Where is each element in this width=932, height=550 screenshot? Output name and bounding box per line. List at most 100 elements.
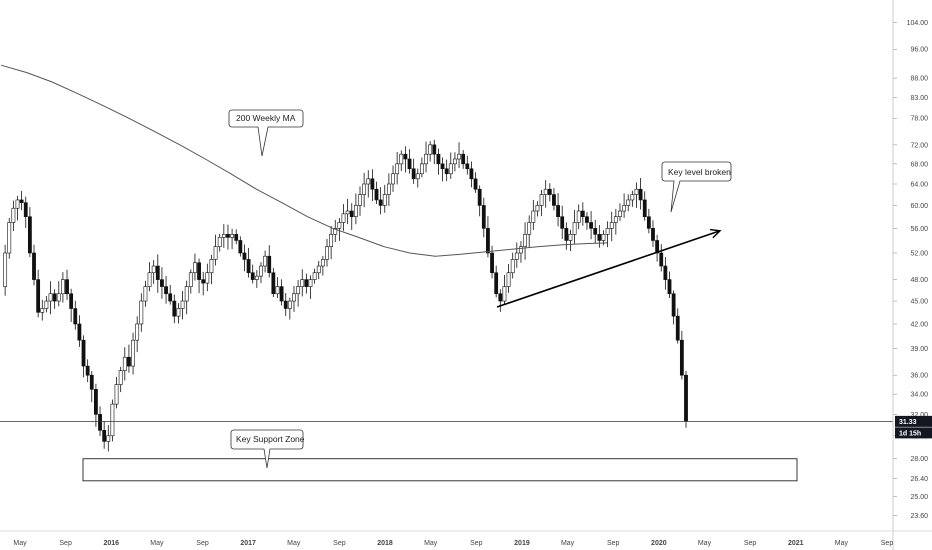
candle-body xyxy=(585,216,589,223)
candle xyxy=(593,219,598,244)
key-level-callout[interactable]: Key level broken xyxy=(661,161,732,213)
candle-body xyxy=(659,252,664,267)
candle xyxy=(325,239,329,267)
candle-body xyxy=(65,279,69,295)
candle-body xyxy=(679,339,684,376)
candle xyxy=(19,190,24,211)
candle xyxy=(349,203,354,230)
candle-body xyxy=(122,356,127,371)
candle-body xyxy=(77,323,82,341)
candle xyxy=(556,193,560,227)
candle xyxy=(40,299,45,321)
candle xyxy=(85,359,90,383)
candle-body xyxy=(428,144,433,155)
candle-body xyxy=(349,210,354,218)
candle xyxy=(585,212,589,230)
candle xyxy=(444,159,449,182)
candle-body xyxy=(275,286,280,295)
candle-body xyxy=(366,178,371,185)
candle xyxy=(572,209,577,244)
candle xyxy=(283,293,288,317)
price-tick-label: 23.60 xyxy=(910,513,928,520)
time-tick-label: 2017 xyxy=(240,540,256,547)
candle xyxy=(77,315,82,347)
candle-body xyxy=(473,178,478,190)
candle xyxy=(201,271,206,296)
candle-body xyxy=(19,199,24,203)
candle-body xyxy=(527,222,532,235)
candle-body xyxy=(514,252,519,260)
candle xyxy=(52,289,57,309)
candle-body xyxy=(40,308,45,313)
candle-body xyxy=(415,173,420,180)
time-tick-label: Sep xyxy=(196,540,209,547)
candle-body xyxy=(481,205,486,229)
candle xyxy=(209,254,214,285)
candle-body xyxy=(60,279,65,295)
price-tick-label: 36.00 xyxy=(910,373,928,380)
candle-body xyxy=(94,389,98,415)
candle-body xyxy=(106,435,111,442)
candle-body xyxy=(81,339,86,367)
candle-body xyxy=(353,205,358,218)
candle-body xyxy=(164,286,168,295)
price-tick-label: 28.00 xyxy=(910,456,928,463)
candle-body xyxy=(572,222,577,235)
candle xyxy=(547,183,552,202)
support-callout[interactable]: Key Support Zone xyxy=(230,429,305,469)
candle xyxy=(147,262,152,292)
candle xyxy=(382,184,387,213)
candle xyxy=(3,244,8,296)
candle xyxy=(131,332,135,375)
candle xyxy=(576,204,581,230)
candle-body xyxy=(543,188,548,195)
candle xyxy=(184,280,189,315)
candle xyxy=(378,187,383,215)
candle-body xyxy=(32,252,36,280)
moving-average-line xyxy=(0,64,608,257)
candle xyxy=(353,193,358,225)
candle-body xyxy=(221,234,226,238)
price-tick-label: 26.40 xyxy=(910,476,928,483)
candle-body xyxy=(370,178,375,190)
candle xyxy=(308,275,313,299)
candle xyxy=(118,366,123,393)
candle-body xyxy=(160,279,164,287)
candle-body xyxy=(465,163,470,170)
candle-body xyxy=(217,237,222,247)
candle xyxy=(552,188,556,211)
candle-body xyxy=(139,300,144,325)
candle-body xyxy=(11,207,16,223)
candle-body xyxy=(118,370,123,385)
candle xyxy=(226,224,230,250)
candle-body xyxy=(44,300,49,309)
candle xyxy=(180,291,185,320)
candle-body xyxy=(469,168,474,180)
candle-body xyxy=(642,199,647,218)
candle-body xyxy=(453,158,457,165)
candle-body xyxy=(613,216,618,223)
candle-body xyxy=(292,293,296,302)
candle-body xyxy=(448,163,453,175)
candle-body xyxy=(386,183,391,195)
candle xyxy=(494,265,499,298)
candle-body xyxy=(3,252,8,287)
candle-body xyxy=(576,210,581,223)
candle-body xyxy=(304,279,309,287)
key-level-callout-shape xyxy=(661,161,732,213)
candle-body xyxy=(618,210,622,218)
candle-body xyxy=(333,228,338,235)
ma-callout[interactable]: 200 Weekly MA xyxy=(228,109,304,157)
candle-body xyxy=(23,202,28,218)
candle-body xyxy=(69,293,74,309)
time-axis[interactable]: May Sep 2016 May Sep 2017 May Sep 2018 May Sep 2019… xyxy=(0,530,932,547)
candle xyxy=(568,229,573,252)
candle xyxy=(254,270,259,288)
candle-body xyxy=(271,272,276,295)
candle xyxy=(259,262,263,284)
support-zone-rectangle xyxy=(82,458,798,482)
time-tick-label: Sep xyxy=(881,540,894,547)
candle xyxy=(638,177,643,210)
price-badge: 31.33 1d 15h xyxy=(895,415,932,439)
